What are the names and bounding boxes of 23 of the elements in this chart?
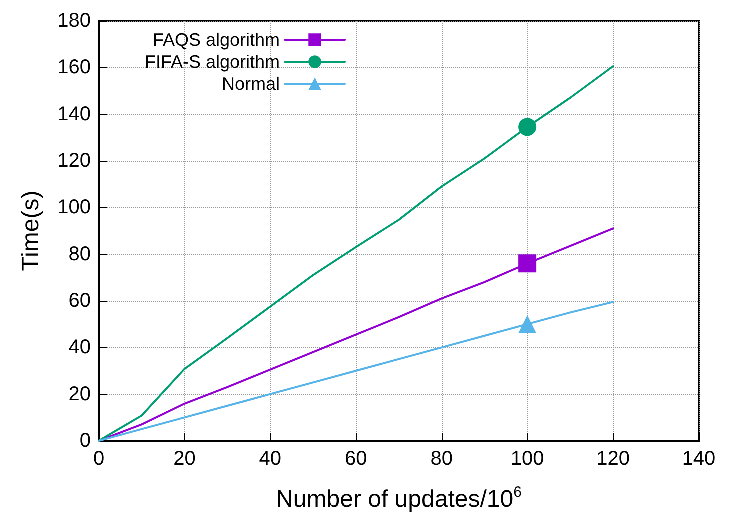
y-tick-label: 20 — [68, 383, 91, 406]
x-tick-label: 140 — [682, 448, 716, 470]
line-series — [98, 301, 614, 442]
y-tick-label: 100 — [58, 196, 91, 219]
y-tick-label: 120 — [58, 150, 91, 172]
y-axis-title: Time(s) — [18, 190, 44, 272]
y-tick-label: 40 — [68, 336, 91, 359]
y-tick-label: 160 — [58, 56, 91, 79]
legend-label: FIFA-S algorithm — [144, 52, 280, 72]
x-tick-label: 80 — [430, 448, 453, 470]
y-tick-label: 180 — [58, 10, 91, 32]
x-tick-label: 0 — [93, 448, 105, 470]
y-tick-label: 80 — [68, 243, 91, 266]
legend-label: FAQS algorithm — [152, 30, 280, 50]
y-tick-label: 0 — [80, 430, 91, 452]
x-tick-label: 60 — [345, 448, 368, 470]
x-tick-label: 100 — [510, 448, 544, 470]
x-tick-label: 120 — [596, 448, 630, 470]
legend-label: Normal — [222, 74, 280, 94]
x-tick-label: 20 — [174, 448, 196, 470]
y-tick-label: 140 — [58, 103, 91, 126]
x-tick-label: 40 — [259, 448, 282, 470]
y-tick-label: 60 — [68, 290, 91, 312]
